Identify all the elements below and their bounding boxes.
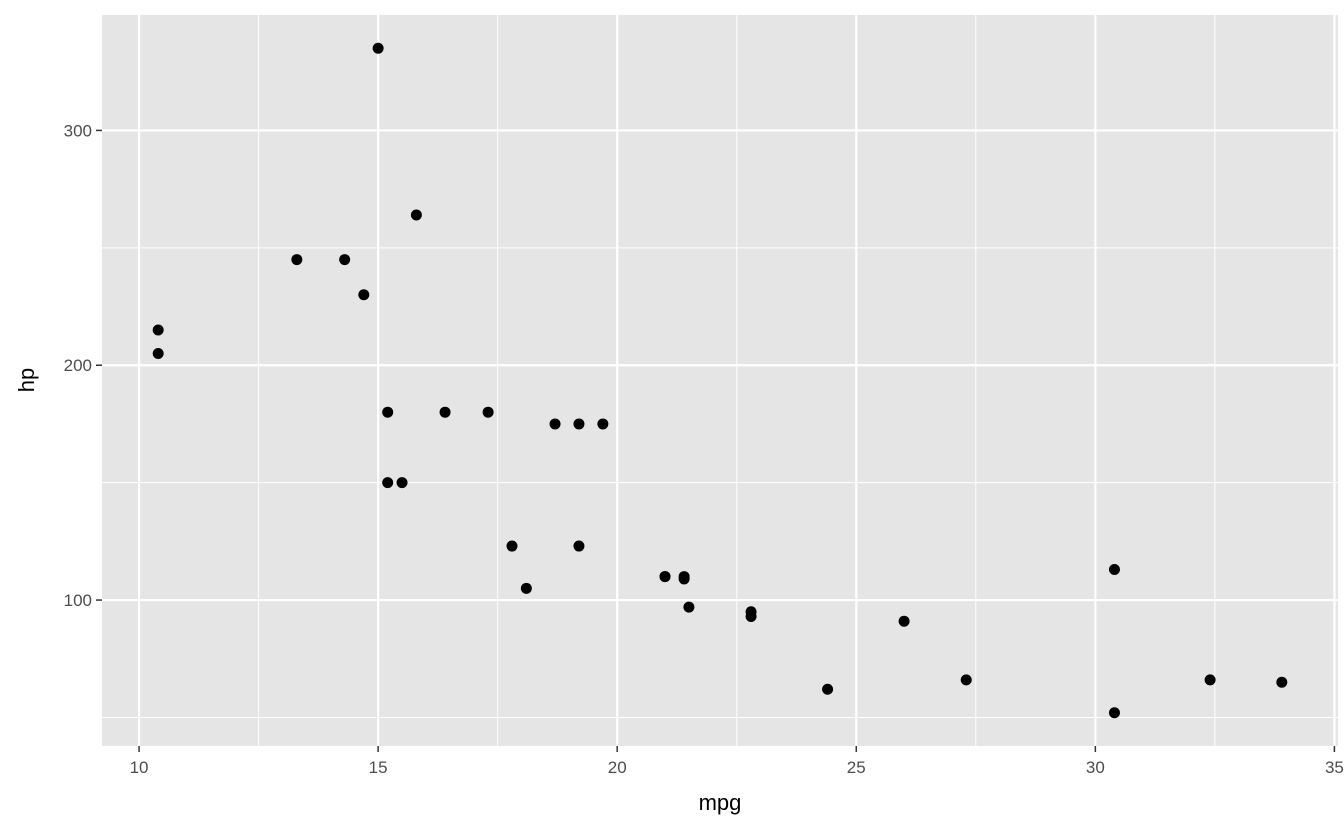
x-axis-label: mpg — [699, 790, 742, 815]
x-tick-label: 15 — [369, 758, 388, 777]
x-tick-label: 20 — [608, 758, 627, 777]
data-point — [678, 573, 690, 585]
data-point — [960, 674, 972, 686]
y-tick-label: 100 — [64, 591, 92, 610]
data-point — [573, 540, 585, 552]
y-tick-label: 200 — [64, 356, 92, 375]
gridlines — [102, 15, 1338, 746]
data-point — [683, 601, 695, 613]
x-tick-label: 10 — [130, 758, 149, 777]
data-point — [1204, 674, 1216, 686]
data-point — [520, 582, 532, 594]
y-tick-label: 300 — [64, 121, 92, 140]
data-point — [439, 406, 451, 418]
data-point — [745, 606, 757, 618]
data-point — [549, 418, 561, 430]
data-point — [597, 418, 609, 430]
axes: 10 15 20 25 30 35 100 200 300 — [64, 121, 1344, 777]
data-point — [358, 289, 370, 301]
data-point — [291, 254, 303, 266]
points — [152, 42, 1288, 719]
x-tick-label: 30 — [1086, 758, 1105, 777]
x-tick-label: 25 — [847, 758, 866, 777]
data-point — [1108, 564, 1120, 576]
data-point — [898, 615, 910, 627]
data-point — [152, 324, 164, 336]
data-point — [482, 406, 494, 418]
panel-background — [102, 15, 1338, 746]
data-point — [822, 683, 834, 695]
x-tick-label: 35 — [1325, 758, 1344, 777]
data-point — [339, 254, 351, 266]
data-point — [410, 209, 422, 221]
data-point — [573, 418, 585, 430]
y-axis-label: hp — [14, 368, 39, 392]
data-point — [372, 42, 384, 54]
data-point — [382, 477, 394, 489]
data-point — [396, 477, 408, 489]
data-point — [1108, 707, 1120, 719]
data-point — [382, 406, 394, 418]
data-point — [152, 347, 164, 359]
data-point — [1276, 676, 1288, 688]
data-point — [659, 571, 671, 583]
data-point — [506, 540, 518, 552]
